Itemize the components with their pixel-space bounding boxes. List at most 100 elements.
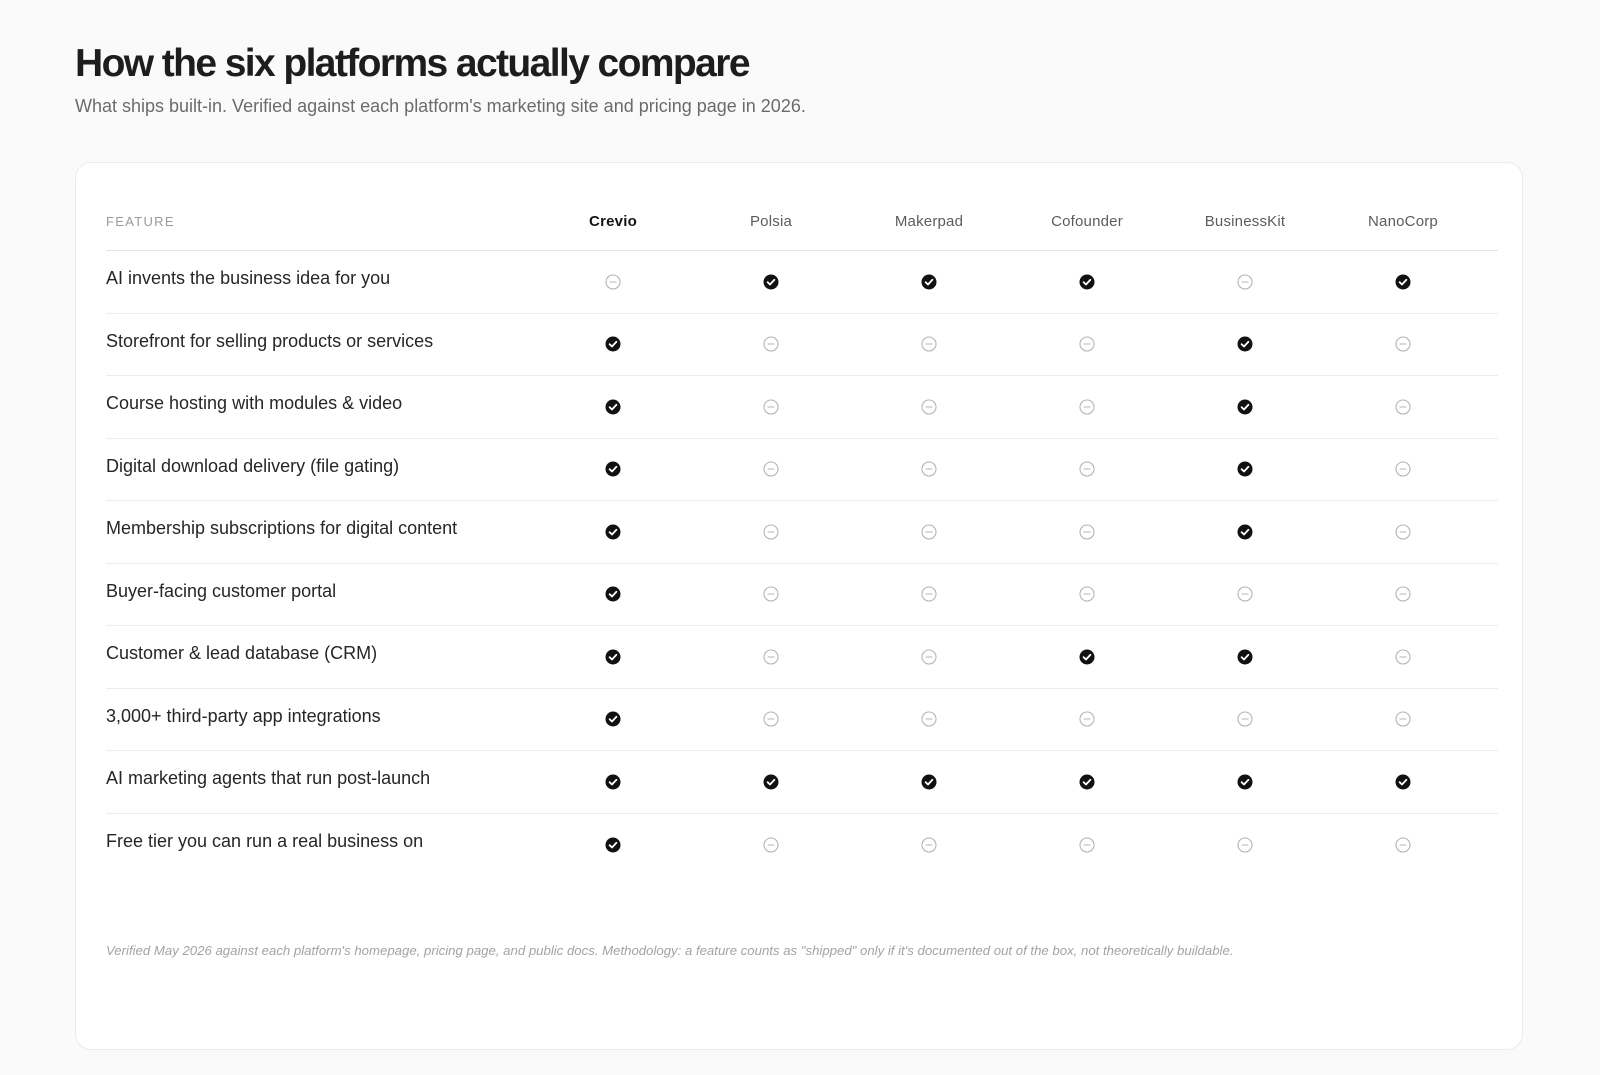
- minus-circle-icon: [1079, 461, 1095, 477]
- minus-circle-icon: [763, 711, 779, 727]
- platform-header-cofounder: Cofounder: [1051, 213, 1123, 230]
- check-circle-icon: [1079, 774, 1095, 790]
- table-row: AI invents the business idea for you: [106, 251, 1498, 314]
- check-circle-icon: [605, 524, 621, 540]
- support-cell-businesskit: [1166, 711, 1324, 727]
- support-cell-nanocorp: [1324, 399, 1482, 415]
- support-cell-nanocorp: [1324, 461, 1482, 477]
- support-cell-crevio: [534, 274, 692, 290]
- check-circle-icon: [763, 774, 779, 790]
- support-cell-cofounder: [1008, 524, 1166, 540]
- check-circle-icon: [921, 274, 937, 290]
- support-cell-makerpad: [850, 524, 1008, 540]
- check-circle-icon: [605, 837, 621, 853]
- support-cell-nanocorp: [1324, 711, 1482, 727]
- feature-name: AI marketing agents that run post-launch: [106, 768, 431, 789]
- table-row: Buyer-facing customer portal: [106, 564, 1498, 626]
- feature-name: Customer & lead database (CRM): [106, 643, 378, 664]
- support-cell-makerpad: [850, 399, 1008, 415]
- check-circle-icon: [1079, 649, 1095, 665]
- minus-circle-icon: [1079, 399, 1095, 415]
- support-cell-businesskit: [1166, 274, 1324, 290]
- minus-circle-icon: [921, 649, 937, 665]
- minus-circle-icon: [921, 711, 937, 727]
- methodology-footnote: Verified May 2026 against each platform'…: [106, 943, 1234, 958]
- support-cell-makerpad: [850, 461, 1008, 477]
- minus-circle-icon: [763, 524, 779, 540]
- support-cell-nanocorp: [1324, 774, 1482, 790]
- minus-circle-icon: [921, 399, 937, 415]
- minus-circle-icon: [763, 461, 779, 477]
- minus-circle-icon: [921, 837, 937, 853]
- platform-header-makerpad: Makerpad: [894, 213, 964, 230]
- feature-name: Free tier you can run a real business on: [106, 831, 424, 852]
- minus-circle-icon: [1079, 336, 1095, 352]
- minus-circle-icon: [1237, 837, 1253, 853]
- check-circle-icon: [1237, 461, 1253, 477]
- check-circle-icon: [1079, 274, 1095, 290]
- support-cell-businesskit: [1166, 461, 1324, 477]
- minus-circle-icon: [1395, 711, 1411, 727]
- minus-circle-icon: [605, 274, 621, 290]
- table-row: Customer & lead database (CRM): [106, 626, 1498, 689]
- support-cell-crevio: [534, 524, 692, 540]
- support-cell-polsia: [692, 524, 850, 540]
- minus-circle-icon: [763, 837, 779, 853]
- feature-column-header: FEATURE: [106, 214, 175, 229]
- support-cell-makerpad: [850, 336, 1008, 352]
- support-cell-businesskit: [1166, 649, 1324, 665]
- minus-circle-icon: [1395, 649, 1411, 665]
- minus-circle-icon: [921, 461, 937, 477]
- comparison-table: FEATURE Crevio Polsia Makerpad Cofounder Bus…: [106, 193, 1498, 876]
- support-cell-polsia: [692, 461, 850, 477]
- minus-circle-icon: [1395, 586, 1411, 602]
- platform-header-nanocorp: NanoCorp: [1368, 213, 1438, 230]
- support-cell-nanocorp: [1324, 336, 1482, 352]
- minus-circle-icon: [1079, 711, 1095, 727]
- support-cell-crevio: [534, 649, 692, 665]
- support-cell-cofounder: [1008, 774, 1166, 790]
- support-cell-crevio: [534, 399, 692, 415]
- table-row: AI marketing agents that run post-launch: [106, 751, 1498, 814]
- support-cell-businesskit: [1166, 837, 1324, 853]
- support-cell-cofounder: [1008, 274, 1166, 290]
- feature-name: Buyer-facing customer portal: [106, 580, 337, 601]
- table-row: 3,000+ third-party app integrations: [106, 689, 1498, 751]
- check-circle-icon: [1237, 649, 1253, 665]
- minus-circle-icon: [1395, 837, 1411, 853]
- feature-name: Course hosting with modules & video: [106, 393, 403, 414]
- support-cell-businesskit: [1166, 336, 1324, 352]
- check-circle-icon: [1395, 274, 1411, 290]
- minus-circle-icon: [921, 586, 937, 602]
- support-cell-cofounder: [1008, 399, 1166, 415]
- check-circle-icon: [605, 774, 621, 790]
- support-cell-polsia: [692, 837, 850, 853]
- minus-circle-icon: [1395, 524, 1411, 540]
- support-cell-polsia: [692, 274, 850, 290]
- minus-circle-icon: [1395, 336, 1411, 352]
- check-circle-icon: [605, 586, 621, 602]
- table-row: Membership subscriptions for digital con…: [106, 501, 1498, 564]
- support-cell-polsia: [692, 336, 850, 352]
- minus-circle-icon: [1395, 461, 1411, 477]
- support-cell-businesskit: [1166, 586, 1324, 602]
- minus-circle-icon: [763, 649, 779, 665]
- check-circle-icon: [763, 274, 779, 290]
- table-row: Storefront for selling products or servi…: [106, 314, 1498, 376]
- platform-header-crevio: Crevio: [589, 213, 637, 230]
- support-cell-makerpad: [850, 711, 1008, 727]
- support-cell-crevio: [534, 336, 692, 352]
- page-title: How the six platforms actually compare: [75, 42, 751, 85]
- feature-name: Membership subscriptions for digital con…: [106, 518, 458, 539]
- support-cell-nanocorp: [1324, 524, 1482, 540]
- comparison-card: FEATURE Crevio Polsia Makerpad Cofounder Bus…: [75, 162, 1523, 1050]
- support-cell-makerpad: [850, 274, 1008, 290]
- support-cell-makerpad: [850, 649, 1008, 665]
- support-cell-crevio: [534, 711, 692, 727]
- support-cell-nanocorp: [1324, 586, 1482, 602]
- support-cell-makerpad: [850, 774, 1008, 790]
- support-cell-makerpad: [850, 586, 1008, 602]
- check-circle-icon: [605, 649, 621, 665]
- platform-header-polsia: Polsia: [749, 213, 793, 230]
